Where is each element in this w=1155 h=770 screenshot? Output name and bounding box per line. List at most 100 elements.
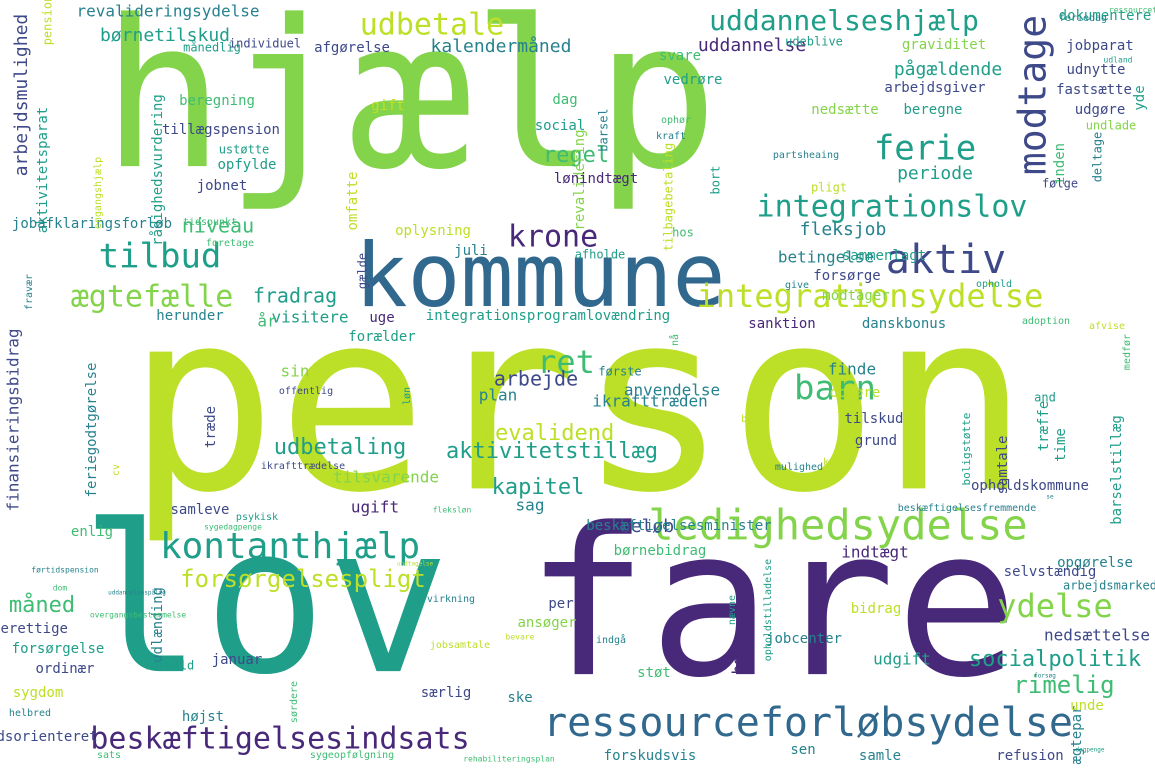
word-foretage: foretage [206,238,254,249]
word-jobnet: jobnet [197,178,248,194]
word-sørdere: sørdere [289,681,300,723]
word-plan: plan [479,386,518,405]
word-fleksjob: fleksjob [800,219,887,240]
word-dag: dag [552,92,577,108]
word-afvise: afvise [1089,321,1125,332]
word-indgå: indgå [596,633,626,646]
word-arbejdsgiver: arbejdsgiver [884,80,985,96]
word-refusion: refusion [996,748,1063,764]
word-udbetaling: udbetaling [274,435,406,460]
word-beløb: beløb [620,516,674,537]
word-kontanthjælp: kontanthjælp [160,526,420,567]
word-ansøger: ansøger [517,615,576,631]
word-psykisk: psykisk [236,512,278,523]
word-arbejde: arbejde [494,367,578,391]
word-omfatte: omfatte [345,171,361,230]
word-jobcenter: jobcenter [766,631,842,647]
word-feriegodtgørelse: feriegodtgørelse [84,363,100,498]
word-følge: følge [1042,177,1078,191]
word-betingelse: betingelse [778,248,874,267]
word-beregning: beregning [179,93,255,109]
word-sygedagpenge: sygedagpenge [204,523,262,532]
word-barselstillæg: barselstillæg [1109,415,1125,525]
word-offentlig: offentlig [279,386,333,397]
word-ikrafttræden: ikrafttræden [592,392,708,411]
word-afholde: afholde [575,248,626,262]
word-opholdstilladelse: opholdstilladelse [763,559,774,661]
word-gælde: gælde [356,253,370,289]
word-mulighed: mulighed [775,462,823,473]
word-gift: gift [371,98,405,114]
word-afgørelse: afgørelse [314,40,390,56]
word-uddannelsespålæg: uddannelsespålæg [108,590,166,597]
word-hav: hav [729,646,748,675]
word-jobsamtale: jobsamtale [430,640,490,651]
word-sats: sats [97,750,121,761]
word-opholdskommune: opholdskommune [971,478,1089,494]
word-ægtefælle: ægtefælle [71,280,234,315]
word-fradrag: fradrag [253,284,337,308]
word-aktivitetstillæg: aktivitetstillæg [446,439,658,464]
word-niveau: niveau [182,214,254,238]
word-samleve: samleve [170,502,229,518]
word-pension: pension [41,0,55,45]
word-udnytte: udnytte [1066,62,1125,78]
word-integrationslov: integrationslov [757,190,1028,225]
word-tilskud: tilskud [844,411,903,427]
word-pligt: pligt [811,181,847,195]
word-månedlig: månedlig [183,41,241,55]
word-lov: lov [80,482,450,720]
word-sygeopfølgning: sygeopfølgning [310,750,394,761]
word-fravær: fravær [24,274,35,310]
word-yde: yde [1132,85,1148,110]
word-måned: måned [9,592,75,618]
word-aktiv: aktiv [886,237,1006,283]
word-uge: uge [369,310,394,326]
word-grund: grund [855,433,897,449]
word-undlade: undlade [1086,119,1137,133]
word-krone: krone [508,220,598,255]
word-fleksløn: fleksløn [433,506,472,515]
word-ophør: ophør [661,115,691,126]
word-forsørgelsespligt: forsørgelsespligt [180,565,426,593]
word-tidspunkt: tidspunkt [183,217,237,228]
word-revalidering: revalidering [572,129,588,230]
word-cv: cv [111,464,122,476]
word-ugift: ugift [351,498,399,517]
word-ret: ret [537,343,595,381]
word-individuel: individuel [229,37,301,51]
word-nedsættelse: nedsættelse [1044,626,1150,645]
word-bevare: bevare [506,633,535,642]
word-højst: højst [182,709,224,725]
word-krav: krav [823,457,847,468]
word-medfør: medfør [1122,334,1133,370]
word-dokumentere: dokumentere [1059,8,1152,24]
word-inden: inden [1052,143,1068,185]
word-nedsætte: nedsætte [811,102,878,118]
word-indtægt: indtægt [841,543,908,562]
word-beskæftigelsesfremmende: beskæftigelsesfremmende [898,503,1036,514]
word-kommune: kommune [355,224,726,327]
word-tilsvarende: tilsvarende [333,468,439,487]
word-helbred: helbred [9,708,51,719]
word-undtagelse: undtagelse [397,561,434,568]
word-kraft: kraft [656,131,686,142]
word-and: and [1034,391,1056,405]
word-social: social [535,118,586,134]
word-kalendermåned: kalendermåned [431,36,572,57]
word-ustøtte: ustøtte [219,143,270,157]
word-løn: løn [402,387,413,405]
word-januar: januar [212,652,263,668]
word-beskæftigelsesminister: beskæftigelsesminister [586,518,771,534]
word-adoption: adoption [1022,316,1070,327]
word-sen: sen [790,742,815,758]
word-pågældende: pågældende [894,59,1002,80]
word-virkning: virkning [427,594,475,605]
word-vedrøre: vedrøre [663,72,722,88]
word-juli: juli [454,243,488,259]
word-ydelse: ydelse [997,587,1113,625]
word-rådighedsvurdering: rådighedsvurdering [149,94,166,246]
word-jobafklaringsforløb: jobafklaringsforløb [12,216,172,232]
word-per: per [548,596,573,612]
